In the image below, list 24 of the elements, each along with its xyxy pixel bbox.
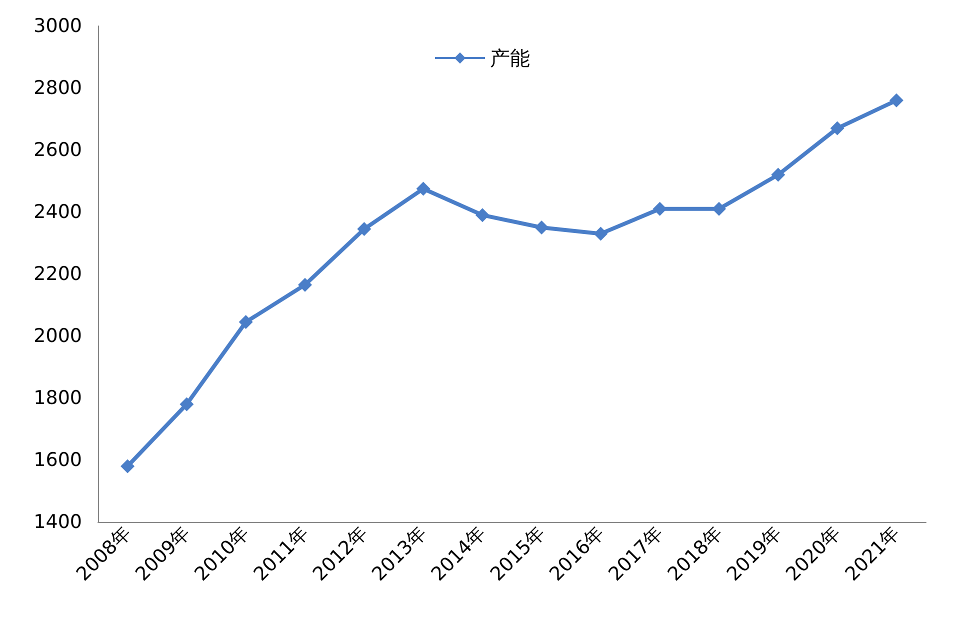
point [712, 202, 726, 216]
point [534, 220, 549, 234]
point [594, 226, 608, 241]
y-tick-label: 2400 [34, 201, 82, 223]
y-tick-label: 2800 [34, 77, 82, 99]
point [180, 397, 194, 412]
point [238, 315, 253, 330]
legend-label: 产能 [490, 46, 530, 70]
point [889, 93, 904, 108]
point [416, 182, 430, 196]
point [771, 168, 786, 182]
y-tick-label: 2200 [34, 263, 82, 285]
point [830, 121, 844, 136]
point [652, 202, 667, 216]
point [298, 278, 312, 292]
point [475, 208, 490, 222]
point [357, 222, 372, 236]
y-tick-label: 1400 [34, 511, 82, 533]
y-tick-label: 2000 [34, 325, 82, 347]
y-tick-label: 3000 [34, 15, 82, 37]
point [120, 459, 135, 474]
y-tick-label: 2600 [34, 139, 82, 161]
y-tick-label: 1800 [34, 387, 82, 409]
y-tick-label: 1600 [34, 449, 82, 471]
